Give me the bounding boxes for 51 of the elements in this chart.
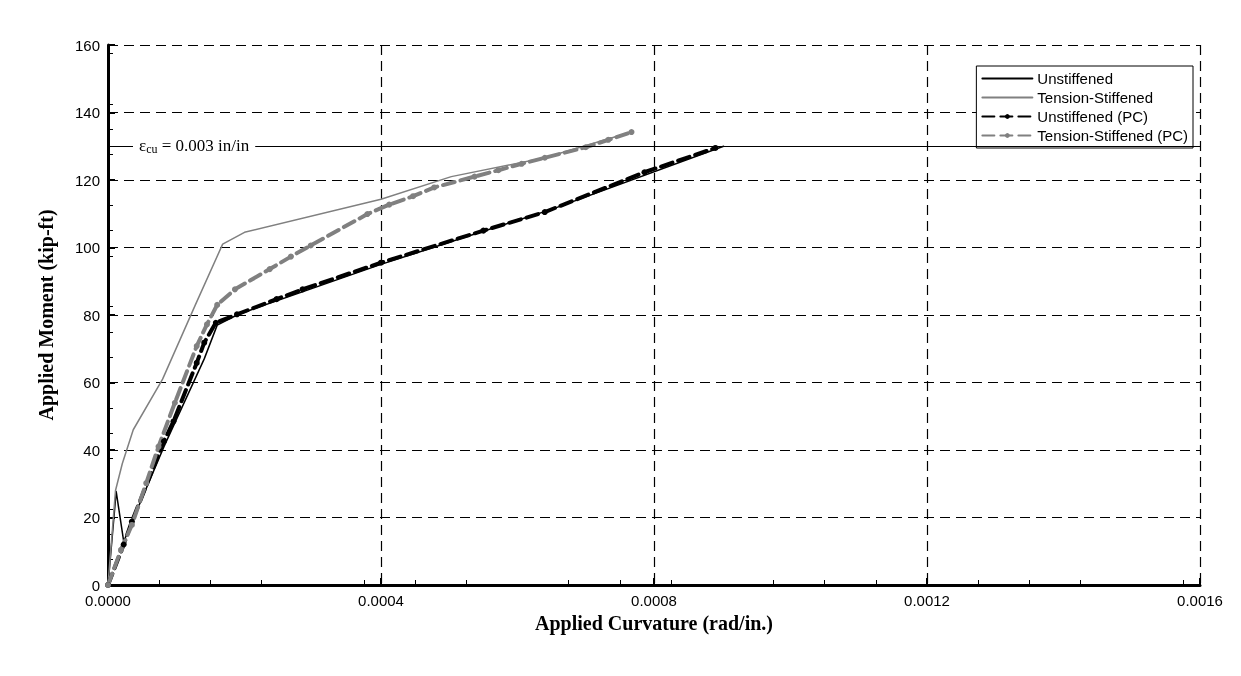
legend-label: Unstiffened (PC) <box>1037 108 1148 125</box>
y-tick-label: 100 <box>74 239 100 256</box>
x-tick-label: 0.0000 <box>85 592 131 609</box>
point <box>170 418 177 425</box>
point <box>431 184 438 191</box>
y-tick-label: 0 <box>91 576 100 594</box>
point <box>273 296 280 303</box>
point <box>287 253 294 260</box>
legend-label: Tension-Stiffened <box>1037 89 1154 106</box>
point <box>386 201 393 208</box>
point <box>410 193 417 200</box>
point <box>212 319 219 326</box>
point <box>641 169 648 176</box>
y-axis-title: Applied Moment (kip-ft) <box>35 209 58 421</box>
point <box>495 167 502 174</box>
point <box>155 443 162 450</box>
y-tick-label: 120 <box>74 171 100 189</box>
x-tick-label: 0.0016 <box>1177 592 1223 609</box>
y-tick-label: 60 <box>83 374 100 391</box>
point <box>541 154 548 161</box>
y-tick-label: 40 <box>83 441 100 459</box>
point <box>266 266 273 273</box>
point <box>171 399 178 406</box>
point <box>143 480 150 487</box>
point <box>193 359 200 366</box>
point <box>201 339 208 346</box>
x-tick-label: 0.0008 <box>631 592 677 609</box>
x-tick-label: 0.0012 <box>904 592 950 609</box>
point <box>518 160 525 167</box>
x-axis-title: Applied Curvature (rad/in.) <box>535 612 773 635</box>
point <box>364 211 371 218</box>
point <box>471 173 478 180</box>
y-tick-label: 160 <box>74 36 100 54</box>
point <box>203 321 210 328</box>
point <box>541 209 548 216</box>
point <box>214 301 221 308</box>
legend-label: Tension-Stiffened (PC) <box>1037 127 1189 144</box>
point <box>628 129 635 136</box>
point <box>117 546 124 553</box>
point <box>480 227 487 234</box>
x-tick-label: 0.0004 <box>358 592 404 609</box>
point <box>234 311 240 318</box>
point <box>378 259 384 266</box>
point <box>231 286 238 293</box>
point <box>160 438 167 445</box>
y-tick-label: 140 <box>74 104 100 121</box>
y-tick-label: 20 <box>83 509 100 526</box>
legend-label: Unstiffened <box>1037 70 1113 87</box>
y-tick-label: 80 <box>83 306 100 324</box>
point <box>605 136 612 143</box>
point <box>193 343 200 350</box>
